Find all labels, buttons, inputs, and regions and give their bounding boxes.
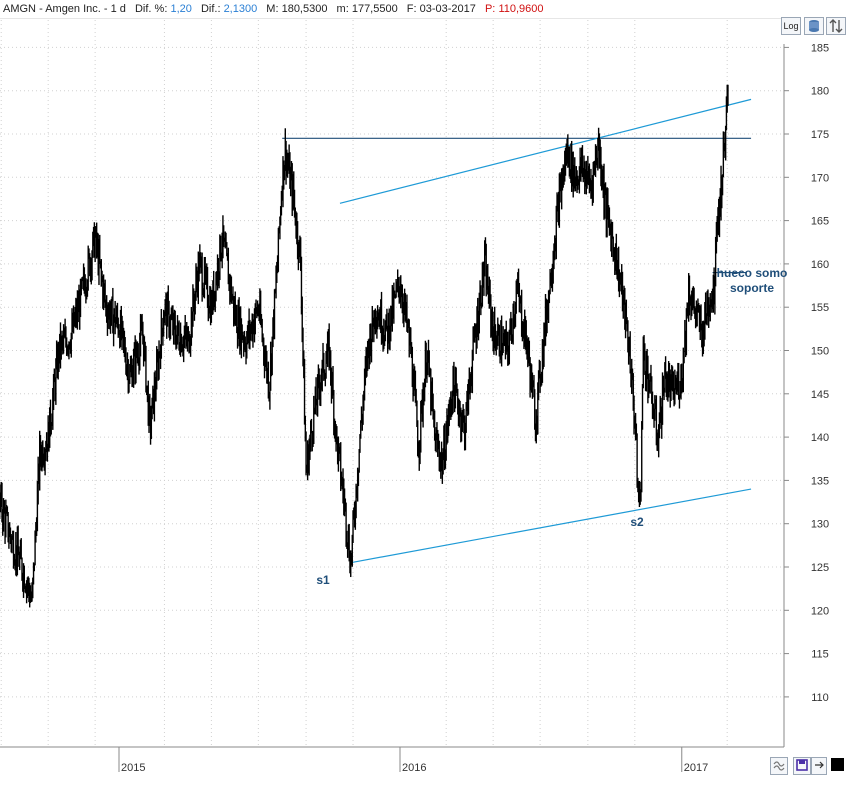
min-value: 177,5500 [351, 3, 398, 15]
log-scale-button[interactable]: Log [781, 17, 801, 35]
price-series [0, 84, 729, 608]
annotation-s2: s2 [630, 515, 644, 529]
lower-channel-line [350, 488, 752, 564]
y-tick-label: 120 [811, 605, 829, 617]
max-label: M: [266, 3, 279, 15]
save-icon[interactable] [793, 757, 811, 775]
y-tick-label: 140 [811, 432, 829, 444]
min-label: m: [336, 3, 349, 15]
y-tick-label: 165 [811, 216, 829, 228]
grid [0, 20, 783, 747]
auto-scale-icon[interactable] [770, 757, 788, 775]
dock-icon[interactable] [811, 757, 827, 775]
dif-value: 2,1300 [223, 3, 258, 15]
period: 1 d [110, 3, 126, 15]
company-name: Amgen Inc. [45, 3, 101, 15]
y-tick-label: 125 [811, 562, 829, 574]
annotation-s1: s1 [316, 573, 330, 587]
sort-arrows-icon[interactable] [826, 17, 846, 35]
symbol: AMGN [3, 3, 36, 15]
y-tick-label: 130 [811, 519, 829, 531]
annotation-gap: hueco somo [717, 266, 788, 280]
y-tick-label: 185 [811, 42, 829, 54]
y-tick-label: 170 [811, 172, 829, 184]
date-label: F: [406, 3, 417, 15]
dif-label: Dif.: [200, 3, 221, 15]
y-tick-label: 115 [811, 649, 829, 661]
database-icon[interactable] [804, 17, 824, 35]
y-axis: 110 115 120 125 130 135 140 145 150 155 160 165 170 1… [783, 42, 829, 747]
y-tick-label: 180 [811, 86, 829, 98]
upper-channel-line [339, 98, 752, 204]
dif-pct-value: 1,20 [170, 3, 192, 15]
y-tick-label: 150 [811, 346, 829, 358]
trend-lines [282, 98, 752, 564]
y-tick-label: 145 [811, 389, 829, 401]
y-tick-label: 160 [811, 259, 829, 271]
x-axis: 2015 2016 2017 [0, 746, 784, 774]
quote-header: AMGN - Amgen Inc. - 1 d Dif. %: 1,20 Dif… [0, 0, 787, 19]
x-tick-label: 2016 [402, 762, 426, 774]
y-tick-label: 175 [811, 129, 829, 141]
dif-pct-label: Dif. %: [134, 3, 168, 15]
y-tick-label: 135 [811, 475, 829, 487]
max-value: 180,5300 [281, 3, 328, 15]
annotation-support: soporte [730, 281, 774, 295]
p-value: 110,9600 [498, 3, 544, 15]
y-tick-label: 155 [811, 302, 829, 314]
color-square-icon[interactable] [831, 758, 844, 771]
x-tick-label: 2017 [684, 762, 708, 774]
y-tick-label: 110 [811, 692, 829, 704]
p-label: P: [484, 3, 496, 15]
x-tick-label: 2015 [121, 762, 145, 774]
date-value: 03-03-2017 [419, 3, 476, 15]
